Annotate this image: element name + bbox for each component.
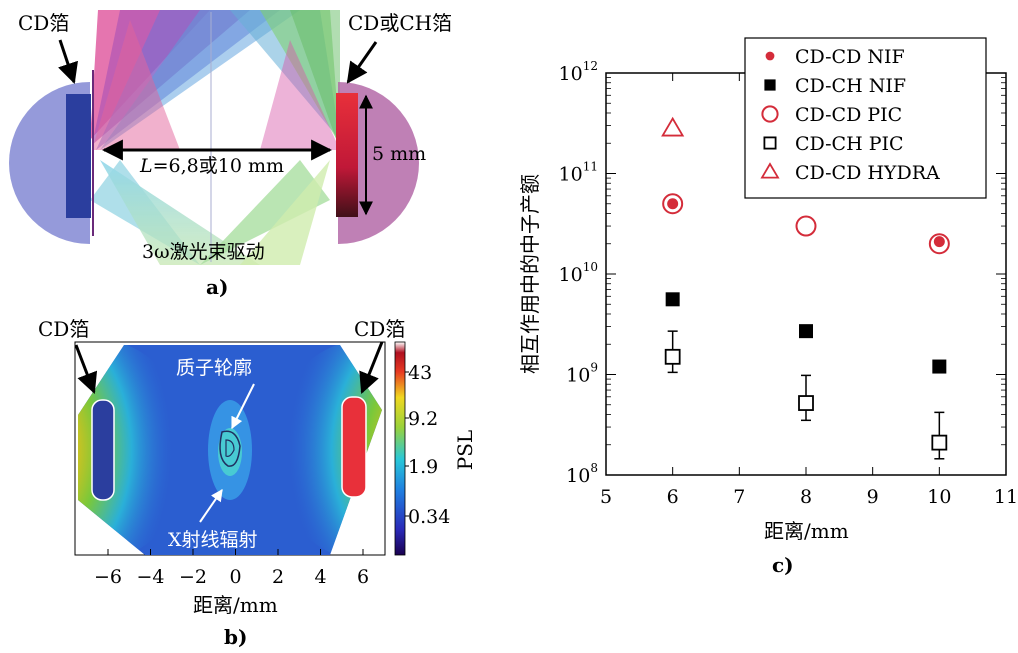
- c-x-tick-label: 7: [733, 486, 745, 508]
- colorbar-label: PSL: [453, 430, 477, 470]
- data-point-filled-square: [799, 324, 813, 339]
- b-x-tick-label: −4: [136, 566, 164, 588]
- laser-beams-illustration: [90, 10, 340, 265]
- left-foil-pointer: [58, 39, 78, 84]
- panel-c-data: [661, 116, 950, 460]
- b-x-tick-label: −2: [179, 566, 207, 588]
- b-x-tick-label: 6: [357, 566, 369, 588]
- proton-pointer: [231, 383, 255, 430]
- legend-label: CD-CD PIC: [795, 104, 902, 126]
- panel-c-ylabel: 相互作用中的中子产额: [518, 174, 542, 374]
- data-point-filled-square: [665, 292, 680, 307]
- left-foil-pointer-b: [74, 344, 98, 394]
- legend-label: CD-CD NIF: [795, 46, 905, 68]
- b-x-tick-label: 4: [314, 566, 326, 588]
- left-foil-label: CD箔: [18, 11, 69, 35]
- right-foil: [336, 93, 358, 217]
- xray-pointer: [199, 489, 223, 523]
- panel-b-x-axis: −6 −4 −2 0 2 4 6: [94, 549, 369, 588]
- right-foil-b: [341, 396, 367, 498]
- legend-label: CD-CH NIF: [795, 75, 906, 97]
- c-y-tick-label: 1012: [559, 59, 598, 85]
- c-x-tick-label: 5: [600, 486, 612, 508]
- laser-label: 3ω激光束驱动: [142, 241, 265, 263]
- c-y-tick-label: 108: [566, 461, 598, 487]
- panel-c-xlabel: 距离/mm: [764, 519, 849, 543]
- c-y-tick-label: 1010: [559, 260, 598, 286]
- panel-b: CD箔 CD箔 质子轮廓 X射线辐射 −6 −4 −2 0 2 4 6 距离/mm b) 4…: [38, 317, 477, 649]
- c-y-tick-label: 109: [566, 361, 598, 387]
- c-x-tick-label: 11: [994, 486, 1018, 508]
- legend-label: CD-CH PIC: [795, 133, 904, 155]
- size-label: 5 mm: [372, 143, 426, 165]
- data-point-legend-filled-square: [764, 79, 776, 91]
- b-x-tick-label: 2: [272, 566, 284, 588]
- data-point-legend-open-square: [763, 136, 777, 150]
- panel-b-label: b): [224, 625, 247, 649]
- panel-a: CD箔 CD或CH箔 L=6,8或10 mm 5 mm 3ω激光束驱动 a): [9, 10, 452, 299]
- data-point-open-circle: [795, 215, 817, 237]
- colorbar-tick-label: 43: [408, 362, 432, 384]
- data-point-open-circle: [928, 233, 950, 255]
- left-foil: [66, 94, 91, 218]
- data-point-open-circle: [662, 193, 684, 215]
- xray-label: X射线辐射: [168, 529, 258, 551]
- data-point-filled-square: [932, 359, 947, 374]
- right-hemisphere: [338, 82, 419, 244]
- legend-label: CD-CD HYDRA: [795, 162, 940, 184]
- data-point-open-square: [664, 348, 681, 365]
- c-x-tick-label: 9: [867, 486, 879, 508]
- c-x-tick-label: 8: [800, 486, 812, 508]
- panel-b-xlabel: 距离/mm: [193, 593, 278, 617]
- colorbar-tick-label: 9.2: [408, 408, 438, 430]
- data-point-legend-open-circle: [761, 105, 779, 123]
- right-foil-pointer: [346, 41, 378, 84]
- right-foil-label-b: CD箔: [354, 317, 405, 341]
- data-point-filled-circle: [667, 198, 679, 210]
- colorbar-ticks: 43 9.2 1.9 0.34: [405, 362, 450, 528]
- colorbar: [394, 341, 406, 556]
- c-x-tick-label: 6: [667, 486, 679, 508]
- distance-label: L=6,8或10 mm: [139, 155, 284, 177]
- data-point-open-square: [798, 395, 814, 411]
- b-x-tick-label: −6: [94, 566, 122, 588]
- data-point-legend-open-triangle: [760, 162, 780, 179]
- legend-box: [744, 37, 987, 199]
- right-foil-pointer-b: [359, 341, 384, 394]
- c-x-tick-label: 10: [927, 486, 951, 508]
- right-foil-label: CD或CH箔: [348, 11, 452, 35]
- colorbar-tick-label: 0.34: [408, 506, 450, 528]
- legend: CD-CD NIF CD-CH NIF CD-CD PIC CD-CH PIC CD-C…: [744, 37, 987, 199]
- data-point-open-triangle: [661, 116, 685, 137]
- panel-a-label: a): [206, 275, 228, 299]
- data-point-open-square: [931, 434, 948, 451]
- proton-profile-label: 质子轮廓: [176, 357, 252, 379]
- left-foil-label-b: CD箔: [38, 317, 89, 341]
- c-y-tick-label: 1011: [559, 160, 598, 186]
- left-foil-b: [91, 399, 115, 501]
- data-point-legend-filled-circle: [765, 51, 775, 61]
- b-x-tick-label: 0: [229, 566, 241, 588]
- colorbar-tick-label: 1.9: [408, 456, 438, 478]
- data-point-filled-circle: [933, 236, 945, 248]
- panel-c-label: c): [772, 553, 794, 577]
